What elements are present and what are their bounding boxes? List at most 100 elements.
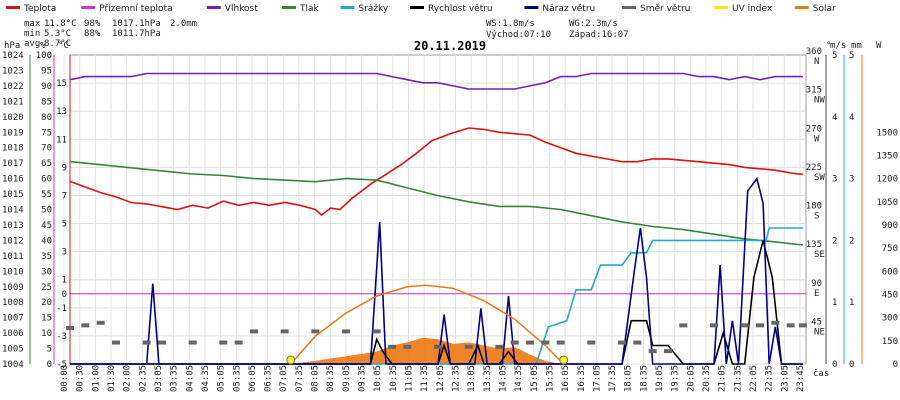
pressure-tick-label: 1007 <box>2 314 24 324</box>
x-tick-label: 23:05 <box>780 365 790 392</box>
stat-max-hum: 98% <box>84 19 101 29</box>
wind-direction-point <box>786 323 795 328</box>
pressure-tick-label: 1020 <box>2 113 24 123</box>
x-tick-label: 09:05 <box>342 365 352 392</box>
x-tick-label: 20:05 <box>686 365 696 392</box>
x-tick-label: 08:05 <box>311 365 321 392</box>
plot-area: 00:00 00:30 01:00 01:30 02:00 02:35 03:05 03:35… <box>2 47 898 392</box>
pressure-tick-label: 1013 <box>2 221 24 231</box>
pressure-tick-label: 1021 <box>2 97 24 107</box>
wind-tick-label: 4 <box>832 113 837 123</box>
direction-name-label: SW <box>814 173 825 183</box>
solar-tick-label: 600 <box>882 267 898 277</box>
solar-tick-label: 150 <box>882 337 898 347</box>
direction-name-label: S <box>814 212 819 222</box>
x-tick-label: 19:05 <box>655 365 665 392</box>
wind-tick-label: 1 <box>832 298 837 308</box>
x-tick-label: 04:05 <box>185 365 195 392</box>
wind-direction-point <box>142 340 151 345</box>
solar-tick-label: 1200 <box>876 175 898 185</box>
temp-tick-label: 11 <box>56 135 67 145</box>
humidity-tick-label: 95 <box>41 66 52 76</box>
rain-tick-label: 3 <box>849 175 854 185</box>
temp-tick-label: 1 <box>62 276 67 286</box>
humidity-tick-label: 30 <box>41 267 52 277</box>
x-tick-label: 03:05 <box>154 365 164 392</box>
wind-direction-point <box>556 340 565 345</box>
direction-tick-label: 225 <box>806 163 822 173</box>
x-tick-label: 06:35 <box>264 365 274 392</box>
x-tick-label: 10:35 <box>389 365 399 392</box>
x-tick-label: 13:35 <box>483 365 493 392</box>
temp-tick-label: 13 <box>56 107 67 117</box>
pressure-tick-label: 1011 <box>2 252 24 262</box>
temp-tick-label: -1 <box>56 304 67 314</box>
stat-max-temp: 11.8°C <box>44 19 77 29</box>
legend-swatch <box>6 6 20 9</box>
pressure-tick-label: 1014 <box>2 206 24 216</box>
x-tick-label: 13:05 <box>467 365 477 392</box>
series-solar-area <box>290 337 561 364</box>
humidity-tick-label: 20 <box>41 298 52 308</box>
pressure-tick-label: 1022 <box>2 82 24 92</box>
x-axis-label: čas <box>813 368 829 379</box>
x-tick-label: 17:05 <box>592 365 602 392</box>
info-wg: WG:2.3m/s <box>569 19 618 29</box>
rain-tick-label: 5 <box>849 51 854 61</box>
wind-direction-point <box>311 329 320 334</box>
stat-max-label: max <box>24 19 41 29</box>
stat-avg-label: avg <box>24 39 40 49</box>
wind-direction-point <box>587 340 596 345</box>
pressure-tick-label: 1024 <box>2 51 24 61</box>
stat-avg-temp: 8.7°C <box>44 39 71 49</box>
chart-title: 20.11.2019 <box>414 39 486 53</box>
direction-name-label: NW <box>814 96 825 106</box>
humidity-tick-label: 70 <box>41 144 52 154</box>
wind-direction-point <box>250 329 258 334</box>
temp-tick-label: 3 <box>62 248 67 258</box>
x-tick-label: 10:05 <box>373 365 383 392</box>
stat-min-press: 1011.7hPa <box>112 29 161 39</box>
wind-direction-point <box>510 340 519 345</box>
legend-label: Rychlost větru <box>428 4 493 14</box>
x-tick-label: 08:35 <box>326 365 336 392</box>
wind-direction-point <box>633 340 642 345</box>
stat-max-press: 1017.1hPa <box>112 19 161 29</box>
legend-label: Směr větru <box>640 4 690 14</box>
unit-dir: ° <box>826 41 831 51</box>
humidity-tick-label: 75 <box>41 128 52 138</box>
legend-label: Náraz větru <box>542 4 595 14</box>
humidity-tick-label: 0 <box>47 360 52 370</box>
sun-marker <box>286 355 296 365</box>
wind-direction-point <box>96 320 105 325</box>
direction-tick-label: 180 <box>806 202 822 212</box>
humidity-tick-label: 50 <box>41 206 52 216</box>
pressure-tick-label: 1012 <box>2 236 24 246</box>
humidity-tick-label: 65 <box>41 159 52 169</box>
wind-direction-point <box>388 344 396 349</box>
unit-temp: °C <box>58 41 69 51</box>
solar-tick-label: 1050 <box>876 198 898 208</box>
legend-swatch <box>410 6 424 9</box>
temp-tick-label: 0 <box>62 290 67 300</box>
x-tick-label: 05:35 <box>232 365 242 392</box>
unit-hpa: hPa <box>4 41 20 51</box>
direction-tick-label: 90 <box>811 279 822 289</box>
unit-w: W <box>876 41 882 51</box>
direction-tick-label: 135 <box>806 240 822 250</box>
x-tick-label: 19:35 <box>671 365 681 392</box>
series-vlhkost <box>69 72 803 90</box>
x-tick-label: 23:45 <box>796 365 806 392</box>
temp-tick-label: -3 <box>56 332 67 342</box>
wind-direction-point <box>188 340 197 345</box>
x-tick-label: 12:35 <box>451 365 461 392</box>
unit-ms: m/s <box>830 41 846 51</box>
solar-tick-label: 300 <box>882 314 898 324</box>
pressure-tick-label: 1004 <box>2 360 24 370</box>
x-tick-label: 21:05 <box>718 365 728 392</box>
wind-direction-point <box>648 349 657 354</box>
x-tick-label: 04:35 <box>201 365 211 392</box>
wind-direction-point <box>81 323 90 328</box>
unit-mm: mm <box>851 41 862 51</box>
x-tick-label: 15:35 <box>545 365 555 392</box>
